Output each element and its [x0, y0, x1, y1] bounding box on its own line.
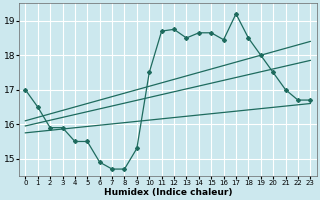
X-axis label: Humidex (Indice chaleur): Humidex (Indice chaleur) [104, 188, 232, 197]
